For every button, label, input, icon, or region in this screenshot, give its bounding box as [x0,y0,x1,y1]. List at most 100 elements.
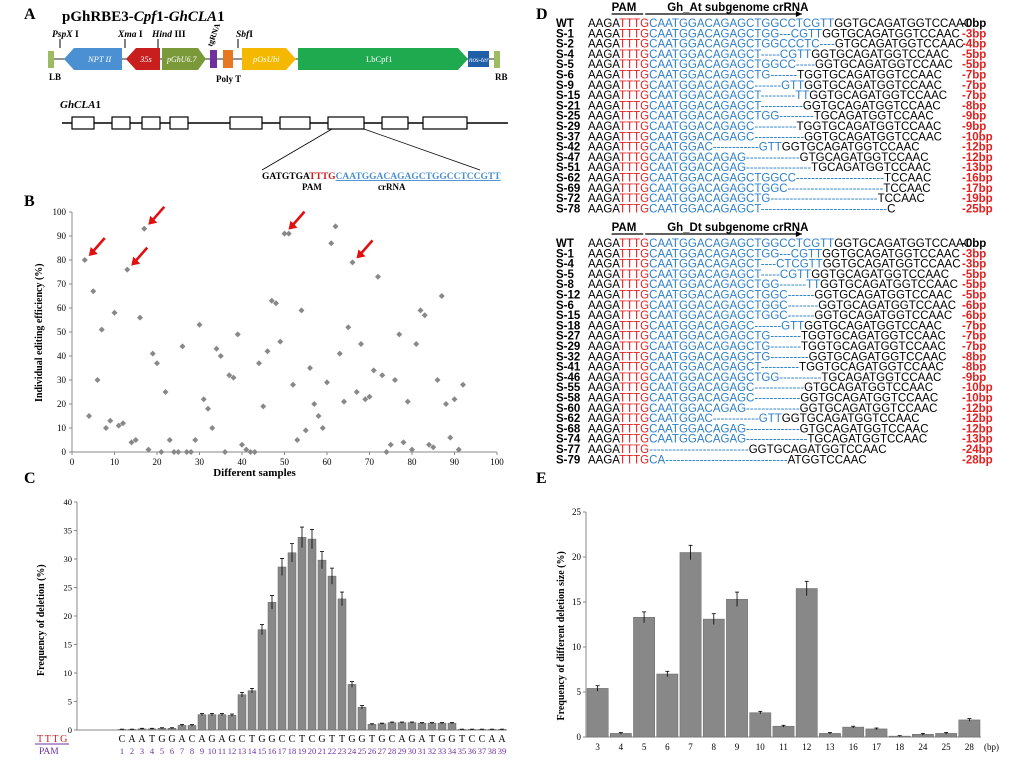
d-deletion-size: -10bp [962,131,993,143]
e-category-label: 17 [872,742,882,752]
d-sample-id: S-5 [556,59,575,71]
c-position-number: 21 [318,746,327,756]
d-deletion-size: -12bp [962,142,993,154]
c-position-number: 17 [278,746,287,756]
c-base-letter: A [498,734,506,745]
b-point [409,446,415,453]
c-base-letter: A [218,734,226,745]
b-x-tick-label: 80 [408,457,418,467]
c-base-letter: C [469,734,476,745]
d-sample-id: S-62 [556,413,580,425]
c-base-letter: C [189,734,196,745]
d-deletion-size: -0bp [962,18,986,30]
c-bar [217,714,227,731]
panel-label-c: C [24,470,36,487]
d-pam-header: PAM [612,2,637,14]
site-hindiii: Hind III [151,30,186,40]
b-arrowhead [148,215,158,225]
e-category-label: 13 [825,742,835,752]
b-point [392,377,398,383]
b-point [149,350,156,357]
d-deletion-size: -3bp [962,28,986,40]
d-deletion-size: -5bp [962,59,986,71]
d-sample-id: S-74 [556,434,581,446]
c-base-letter: A [398,734,406,745]
c-base-letter: T [369,734,375,745]
d-sequence: AAGATTTGCAATGGACAGAG--------------GGTGCA… [588,403,937,415]
lbcpf1-segment [298,48,468,70]
b-point [379,372,386,379]
b-point [268,297,275,304]
c-base-letter: G [158,734,165,745]
d-sample-id: S-2 [556,39,574,51]
e-bar [958,719,981,738]
lb-border [48,51,54,68]
e-category-label: 7 [688,742,693,752]
b-point [158,449,165,455]
b-point [319,425,326,431]
c-base-letter: G [358,734,365,745]
d-sequence: AAGATTTGCAATGGACAGAGC-------------GTGCAG… [588,382,933,394]
d-deletion-size: -0bp [962,238,986,250]
d-sample-id: S-6 [556,300,574,312]
c-base-letter: A [138,734,146,745]
b-point [332,223,339,230]
d-deletion-size: -10bp [962,382,993,394]
c-position-number: 9 [200,746,204,756]
c-bar [437,722,447,731]
d-sequence: AAGATTTGCAATGGACAGAGCTGG-------TTGGTGCAG… [588,279,958,291]
site-pspxi: PspX I [52,30,79,40]
d-sample-id: S-68 [556,423,581,435]
d-sample-id: S-25 [556,111,581,123]
e-bar [749,712,772,738]
e-category-label: 18 [895,742,905,752]
c-base-letter: C [389,734,396,745]
c-base-letter: G [268,734,275,745]
c-position-number: 16 [268,746,277,756]
c-bar [207,714,217,731]
c-bar [407,722,417,731]
b-arrowhead [356,249,366,259]
target-sequence: GATGTGATTTGCAATGGACAGAGCTGGCCTCCGTT [262,172,501,182]
b-point [285,230,292,237]
35s-segment [126,48,160,70]
b-point [171,449,177,455]
c-base-letter: T [329,734,335,745]
b-point [298,307,305,314]
d-sequence: AAGATTTGCAATGGACAGAGCTGGC--------GGTGCAG… [588,300,956,312]
panel-label-d: D [536,6,548,23]
b-point [413,341,420,347]
c-base-letter: A [418,734,426,745]
d-sample-id: S-77 [556,444,580,456]
d-sample-id: S-29 [556,341,580,353]
b-point [438,293,445,299]
c-position-number: 39 [498,746,507,756]
d-deletion-size: -6bp [962,310,986,322]
c-position-number: 22 [328,746,337,756]
c-base-letter: A [488,734,496,745]
c-y-tick-label: 10 [64,668,73,678]
b-y-tick-label: 50 [57,327,67,337]
d-deletion-size: -19bp [962,193,993,205]
d-deletion-size: -8bp [962,351,986,363]
d-deletion-size: -13bp [962,162,993,174]
c-bar [397,722,407,731]
c-position-number: 38 [488,746,497,756]
d-deletion-size: -9bp [962,372,986,384]
c-bar [317,559,327,731]
b-point [353,389,360,395]
d-sample-id: WT [556,18,574,30]
b-y-tick-label: 90 [57,231,67,241]
b-y-tick-label: 60 [57,303,67,313]
c-bar [427,722,437,731]
c-position-number: 32 [428,746,437,756]
b-point [447,434,454,441]
e-bar [772,725,795,738]
b-point [243,446,250,453]
c-position-number: 5 [160,746,164,756]
panel-label-a: A [24,6,36,23]
c-position-number: 30 [408,746,417,756]
d-deletion-size: -12bp [962,413,993,425]
e-bar [726,599,748,738]
d-sequence: AAGATTTGCAATGGACAGAGCTGGCC--------------… [588,173,931,185]
